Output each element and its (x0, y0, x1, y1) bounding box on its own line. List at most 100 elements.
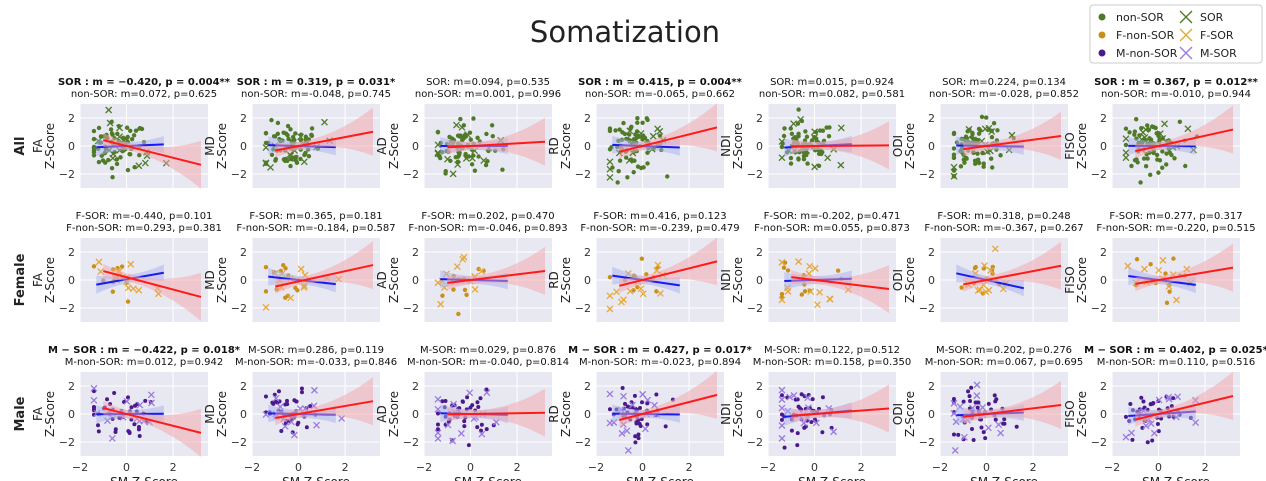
data-point-sor (1122, 154, 1130, 162)
data-point-non-sor (484, 131, 489, 137)
stats-line-non-sor: F-non-SOR: m=-0.239, p=0.479 (580, 223, 739, 234)
y-tick-label: 0 (756, 408, 763, 421)
data-point-sor (434, 429, 442, 437)
data-point-non-sor (1128, 401, 1133, 406)
data-point-non-sor (1123, 142, 1129, 148)
sor-fit-line (1135, 266, 1234, 285)
data-point-sor (483, 389, 491, 397)
y-tick-label: 0 (240, 274, 247, 287)
x-axis-label: SM Z-Score (454, 475, 522, 481)
data-point-non-sor (1171, 256, 1176, 261)
y-axis-label: Z-Score (1075, 123, 1089, 169)
data-point-non-sor (1151, 150, 1156, 156)
y-tick-label: 0 (412, 408, 419, 421)
y-axis-metric: FISO (1063, 400, 1077, 428)
sor-fit-line (963, 134, 1062, 151)
data-point-non-sor (125, 167, 131, 173)
data-point-non-sor (463, 151, 468, 157)
data-point-non-sor (456, 311, 461, 317)
data-point-non-sor (96, 423, 101, 428)
y-axis-metric: AD (375, 405, 389, 422)
y-axis-metric: FA (31, 272, 45, 287)
data-point-non-sor (91, 128, 97, 134)
legend-label-f-non-sor: F-non-SOR (1116, 29, 1175, 42)
data-point-sor (109, 154, 117, 162)
data-point-sor (624, 446, 632, 454)
data-point-non-sor (665, 174, 670, 179)
x-axis-label: SM Z-Score (110, 475, 178, 481)
x-tick-label: 0 (983, 461, 990, 474)
data-point-non-sor (269, 152, 275, 157)
data-point-sor (606, 305, 614, 313)
data-point-non-sor (1133, 117, 1139, 122)
data-point-non-sor (98, 134, 104, 139)
sor-fit-line (103, 139, 202, 166)
data-point-non-sor (803, 129, 808, 134)
data-point-sor (454, 161, 462, 169)
x-axis-label: SM Z-Score (970, 475, 1038, 481)
x-axis-label: SM Z-Score (626, 475, 694, 481)
data-point-non-sor (636, 436, 641, 441)
data-point-sor (656, 127, 664, 135)
stats-line-non-sor: F-non-SOR: m=-0.367, p=0.267 (924, 223, 1083, 234)
data-point-non-sor (1160, 149, 1165, 154)
x-tick-label: −2 (760, 461, 776, 474)
data-point-sor (837, 124, 845, 132)
data-point-sor (478, 430, 486, 438)
data-point-non-sor (462, 287, 468, 293)
data-point-non-sor (804, 134, 810, 139)
y-tick-label: −2 (1091, 436, 1107, 449)
data-point-non-sor (475, 425, 480, 430)
y-tick-label: −2 (1091, 302, 1107, 315)
data-point-sor (778, 386, 786, 394)
data-point-sor (90, 384, 98, 392)
data-point-non-sor (799, 292, 805, 297)
data-point-non-sor (298, 138, 304, 143)
y-axis-metric: MD (203, 136, 217, 156)
data-point-sor (606, 158, 614, 166)
data-point-non-sor (1145, 440, 1150, 445)
data-point-sor (778, 404, 786, 412)
data-point-non-sor (975, 151, 980, 156)
data-point-non-sor (634, 135, 639, 140)
data-point-non-sor (100, 158, 106, 163)
y-tick-label: −2 (575, 168, 591, 181)
data-point-non-sor (1123, 414, 1128, 419)
y-axis-label: Z-Score (903, 257, 917, 303)
data-point-non-sor (440, 293, 445, 298)
data-point-non-sor (475, 400, 480, 405)
y-axis-label: Z-Score (387, 123, 401, 169)
y-axis-metric: RD (547, 137, 561, 155)
data-point-non-sor (309, 132, 314, 137)
y-axis-metric: MD (203, 270, 217, 290)
data-point-sor (617, 298, 625, 306)
data-point-non-sor (110, 289, 116, 294)
data-point-sor (649, 132, 657, 140)
data-point-sor (262, 411, 270, 418)
data-point-non-sor (128, 128, 133, 133)
data-point-sor (639, 390, 647, 398)
y-axis-label: Z-Score (731, 123, 745, 169)
data-point-non-sor (476, 405, 481, 410)
data-point-non-sor (137, 125, 143, 131)
data-point-non-sor (271, 401, 276, 406)
data-point-sor (449, 437, 457, 445)
y-tick-label: 2 (756, 112, 763, 125)
data-point-sor (267, 163, 274, 171)
data-point-non-sor (964, 156, 969, 161)
data-point-non-sor (129, 405, 134, 410)
data-point-non-sor (645, 150, 650, 155)
sor-fit-band (447, 117, 545, 166)
data-point-non-sor (435, 422, 440, 427)
data-point-sor (1173, 296, 1180, 304)
y-axis-label: Z-Score (731, 391, 745, 437)
stats-line-sor: SOR: m=0.015, p=0.924 (770, 77, 894, 88)
data-point-non-sor (981, 164, 986, 169)
data-point-non-sor (448, 158, 453, 164)
data-point-sor (620, 392, 627, 400)
data-point-non-sor (796, 107, 801, 112)
x-tick-label: 2 (1202, 461, 1209, 474)
